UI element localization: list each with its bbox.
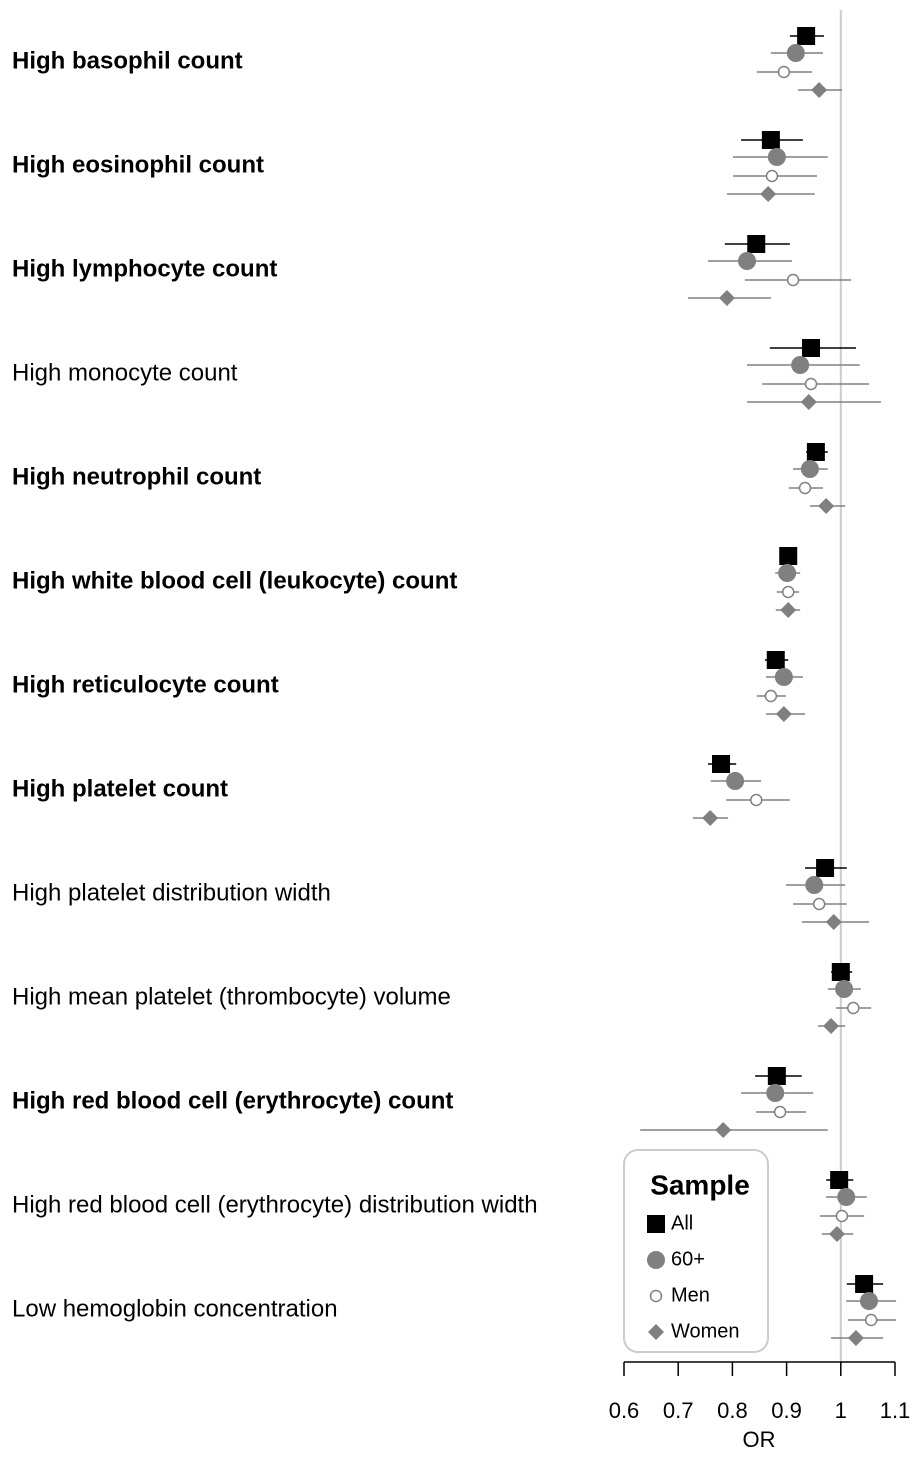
category-label: High platelet count (12, 775, 228, 802)
point (747, 235, 766, 253)
category-label: High neutrophil count (12, 463, 261, 490)
point (804, 377, 818, 391)
category-label: High red blood cell (erythrocyte) count (12, 1087, 453, 1114)
point (766, 651, 785, 669)
point (798, 481, 812, 495)
legend-label: Women (671, 1320, 740, 1342)
point (806, 443, 825, 461)
point (847, 1330, 864, 1346)
point (835, 1209, 849, 1223)
point (749, 793, 763, 807)
point (777, 65, 791, 79)
legend-marker (647, 1215, 665, 1233)
category-label: High platelet distribution width (12, 879, 331, 906)
point (712, 755, 731, 773)
point (811, 82, 828, 98)
x-tick-label: 1.1 (880, 1398, 911, 1423)
category-label: High reticulocyte count (12, 671, 279, 698)
legend-label: All (671, 1212, 693, 1234)
point (775, 706, 792, 722)
point (825, 914, 842, 930)
point (780, 602, 797, 618)
point (831, 963, 850, 981)
x-tick-label: 1 (835, 1398, 847, 1423)
category-label: High monocyte count (12, 359, 238, 386)
point (812, 897, 826, 911)
point (830, 1171, 849, 1189)
point (864, 1313, 878, 1327)
point (791, 356, 810, 374)
point (766, 1084, 785, 1102)
x-tick-label: 0.7 (663, 1398, 694, 1423)
point (847, 1001, 860, 1015)
x-tick-label: 0.6 (609, 1398, 640, 1423)
point (835, 980, 854, 998)
point (781, 585, 795, 599)
point (773, 1105, 787, 1119)
legend-label: 60+ (671, 1248, 705, 1270)
x-tick-label: 0.8 (717, 1398, 748, 1423)
point (801, 339, 820, 357)
point (818, 498, 835, 514)
legend-box (623, 1149, 769, 1353)
point (823, 1018, 840, 1034)
point (765, 169, 779, 183)
category-label: High eosinophil count (12, 151, 264, 178)
category-label: High lymphocyte count (12, 255, 277, 282)
point (767, 1067, 786, 1085)
point (702, 810, 719, 826)
category-label: High mean platelet (thrombocyte) volume (12, 983, 451, 1010)
point (778, 564, 797, 582)
point (786, 44, 805, 62)
x-axis-label: OR (743, 1427, 776, 1452)
point (726, 772, 745, 790)
point (816, 859, 835, 877)
legend-marker (648, 1324, 664, 1340)
point (859, 1292, 878, 1310)
point (761, 131, 780, 149)
point (797, 27, 816, 45)
point (738, 252, 757, 270)
point (764, 689, 778, 703)
legend-title: Sample (650, 1169, 750, 1200)
category-label: High white blood cell (leukocyte) count (12, 567, 457, 594)
point (715, 1122, 732, 1138)
point (855, 1275, 874, 1293)
point (786, 273, 800, 287)
point (829, 1226, 846, 1242)
category-label: Low hemoglobin concentration (12, 1295, 338, 1322)
point (779, 547, 798, 565)
point (774, 668, 793, 686)
point (760, 186, 777, 202)
point (800, 394, 817, 410)
legend-marker (647, 1251, 665, 1269)
category-label: High basophil count (12, 47, 243, 74)
category-label: High red blood cell (erythrocyte) distri… (12, 1191, 538, 1218)
point (837, 1188, 856, 1206)
legend-label: Men (671, 1284, 710, 1306)
point (800, 460, 819, 478)
x-tick-label: 0.9 (771, 1398, 802, 1423)
point (767, 148, 786, 166)
point (805, 876, 824, 894)
legend-marker (649, 1289, 663, 1303)
point (718, 290, 735, 306)
